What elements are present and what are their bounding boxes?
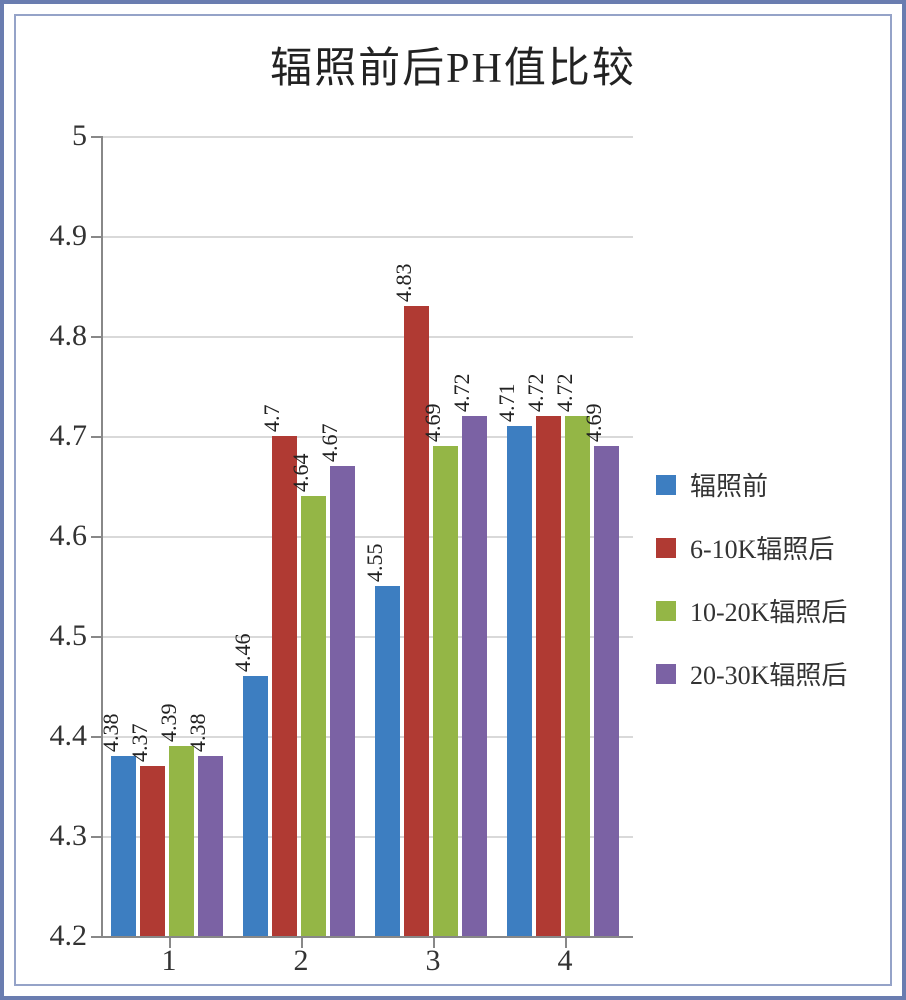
y-tick	[91, 236, 103, 238]
bar: 4.7	[272, 436, 297, 936]
chart-inner-frame: 辐照前后PH值比较 4.24.34.44.54.64.74.84.9514.38…	[14, 14, 892, 986]
y-axis-label: 4.2	[50, 919, 88, 953]
plot-area: 4.24.34.44.54.64.74.84.9514.384.374.394.…	[101, 136, 633, 938]
grid-line	[103, 236, 633, 238]
bar-value-label: 4.67	[317, 424, 343, 467]
bar: 4.38	[198, 756, 223, 936]
y-tick	[91, 136, 103, 138]
y-tick	[91, 536, 103, 538]
bar-value-label: 4.38	[185, 714, 211, 757]
y-axis-label: 4.6	[50, 519, 88, 553]
legend: 辐照前 6-10K辐照后 10-20K辐照后 20-30K辐照后	[656, 466, 847, 718]
bar: 4.71	[507, 426, 532, 936]
legend-swatch	[656, 538, 676, 558]
y-tick	[91, 636, 103, 638]
bar: 4.72	[536, 416, 561, 936]
bar-value-label: 4.37	[127, 724, 153, 767]
bar: 4.64	[301, 496, 326, 936]
legend-swatch	[656, 601, 676, 621]
bar: 4.72	[462, 416, 487, 936]
bar: 4.69	[433, 446, 458, 936]
bar-value-label: 4.7	[259, 405, 285, 437]
grid-line	[103, 136, 633, 138]
bar-value-label: 4.72	[449, 374, 475, 417]
bar: 4.67	[330, 466, 355, 936]
bar: 4.69	[594, 446, 619, 936]
bar-value-label: 4.72	[552, 374, 578, 417]
bar-value-label: 4.55	[362, 544, 388, 587]
bar: 4.37	[140, 766, 165, 936]
legend-swatch	[656, 664, 676, 684]
y-axis-label: 4.7	[50, 419, 88, 453]
chart-title: 辐照前后PH值比较	[270, 34, 636, 95]
legend-label: 6-10K辐照后	[690, 529, 834, 566]
x-axis-label: 4	[558, 944, 573, 978]
legend-label: 10-20K辐照后	[690, 592, 847, 629]
y-axis-label: 4.9	[50, 219, 88, 253]
legend-swatch	[656, 475, 676, 495]
x-axis-label: 3	[426, 944, 441, 978]
bar-value-label: 4.69	[581, 404, 607, 447]
legend-item: 6-10K辐照后	[656, 529, 847, 566]
bar: 4.39	[169, 746, 194, 936]
y-axis-label: 5	[72, 119, 87, 153]
y-axis-label: 4.4	[50, 719, 88, 753]
bar: 4.38	[111, 756, 136, 936]
y-tick	[91, 336, 103, 338]
x-axis-label: 1	[162, 944, 177, 978]
bar: 4.83	[404, 306, 429, 936]
legend-item: 20-30K辐照后	[656, 655, 847, 692]
bar-value-label: 4.72	[523, 374, 549, 417]
legend-item: 辐照前	[656, 466, 847, 503]
legend-label: 20-30K辐照后	[690, 655, 847, 692]
chart-outer-frame: 辐照前后PH值比较 4.24.34.44.54.64.74.84.9514.38…	[0, 0, 906, 1000]
grid-line	[103, 336, 633, 338]
bar: 4.55	[375, 586, 400, 936]
y-tick	[91, 436, 103, 438]
x-axis-label: 2	[294, 944, 309, 978]
y-axis-label: 4.5	[50, 619, 88, 653]
bar-value-label: 4.71	[494, 384, 520, 427]
y-tick	[91, 836, 103, 838]
bar-value-label: 4.69	[420, 404, 446, 447]
bar-value-label: 4.83	[391, 264, 417, 307]
bar-value-label: 4.64	[288, 454, 314, 497]
y-tick	[91, 936, 103, 938]
bar: 4.72	[565, 416, 590, 936]
legend-label: 辐照前	[690, 466, 768, 503]
bar-value-label: 4.38	[98, 714, 124, 757]
y-axis-label: 4.8	[50, 319, 88, 353]
legend-item: 10-20K辐照后	[656, 592, 847, 629]
y-axis-label: 4.3	[50, 819, 88, 853]
bar-value-label: 4.39	[156, 704, 182, 747]
bar: 4.46	[243, 676, 268, 936]
bar-value-label: 4.46	[230, 634, 256, 677]
